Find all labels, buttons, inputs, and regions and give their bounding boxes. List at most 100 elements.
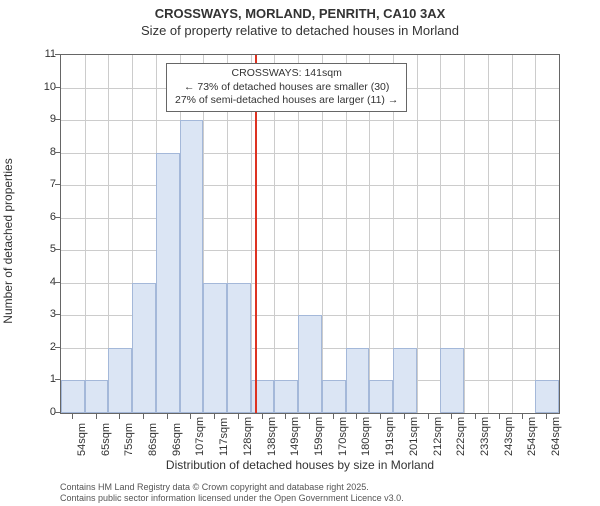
y-tick-label: 8 <box>16 146 56 158</box>
annotation-line: CROSSWAYS: 141sqm <box>175 67 398 81</box>
x-tick-label: 149sqm <box>289 417 301 456</box>
x-tick-label: 254sqm <box>526 417 538 456</box>
chart-plot-area: CROSSWAYS: 141sqm← 73% of detached house… <box>60 54 560 414</box>
grid-line-v <box>85 55 86 413</box>
x-tick-label: 107sqm <box>194 417 206 456</box>
x-tick-label: 180sqm <box>360 417 372 456</box>
histogram-bar <box>346 348 370 413</box>
x-tick-label: 86sqm <box>147 423 159 456</box>
histogram-bar <box>369 380 393 413</box>
y-tick-mark <box>55 282 60 283</box>
y-tick-label: 6 <box>16 211 56 223</box>
chart-footer: Contains HM Land Registry data © Crown c… <box>60 482 404 504</box>
histogram-bar <box>85 380 109 413</box>
grid-line-h <box>61 250 559 251</box>
grid-line-h <box>61 185 559 186</box>
grid-line-v <box>488 55 489 413</box>
y-tick-mark <box>55 379 60 380</box>
y-tick-label: 4 <box>16 276 56 288</box>
histogram-bar <box>440 348 464 413</box>
x-tick-label: 222sqm <box>455 417 467 456</box>
y-tick-label: 9 <box>16 113 56 125</box>
histogram-bar <box>227 283 251 413</box>
x-tick-mark <box>522 414 523 419</box>
footer-line1: Contains HM Land Registry data © Crown c… <box>60 482 404 493</box>
histogram-bar <box>251 380 275 413</box>
x-tick-mark <box>119 414 120 419</box>
y-axis-label: Number of detached properties <box>1 158 15 323</box>
histogram-bar <box>393 348 417 413</box>
grid-line-h <box>61 120 559 121</box>
x-tick-mark <box>380 414 381 419</box>
x-tick-mark <box>309 414 310 419</box>
grid-line-v <box>535 55 536 413</box>
x-tick-label: 75sqm <box>123 423 135 456</box>
y-tick-label: 3 <box>16 308 56 320</box>
x-tick-mark <box>285 414 286 419</box>
histogram-bar <box>298 315 322 413</box>
y-tick-mark <box>55 119 60 120</box>
histogram-bar <box>274 380 298 413</box>
x-tick-mark <box>333 414 334 419</box>
x-tick-label: 65sqm <box>100 423 112 456</box>
x-tick-label: 170sqm <box>337 417 349 456</box>
y-tick-mark <box>55 347 60 348</box>
y-tick-mark <box>55 314 60 315</box>
y-tick-mark <box>55 249 60 250</box>
x-tick-label: 117sqm <box>218 418 230 456</box>
histogram-bar <box>108 348 132 413</box>
x-tick-label: 96sqm <box>171 423 183 456</box>
chart-title-sub: Size of property relative to detached ho… <box>0 23 600 38</box>
x-tick-mark <box>190 414 191 419</box>
histogram-bar <box>61 380 85 413</box>
x-tick-label: 264sqm <box>550 417 562 456</box>
x-tick-label: 212sqm <box>432 417 444 456</box>
x-tick-label: 191sqm <box>384 417 396 456</box>
chart-title-main: CROSSWAYS, MORLAND, PENRITH, CA10 3AX <box>0 6 600 21</box>
histogram-bar <box>322 380 346 413</box>
y-tick-mark <box>55 54 60 55</box>
x-tick-mark <box>475 414 476 419</box>
y-tick-label: 0 <box>16 406 56 418</box>
y-tick-mark <box>55 412 60 413</box>
grid-line-v <box>464 55 465 413</box>
grid-line-h <box>61 153 559 154</box>
y-tick-label: 11 <box>16 48 56 60</box>
x-tick-mark <box>451 414 452 419</box>
x-tick-mark <box>96 414 97 419</box>
y-tick-label: 7 <box>16 178 56 190</box>
annotation-line: 27% of semi-detached houses are larger (… <box>175 94 398 108</box>
x-tick-mark <box>499 414 500 419</box>
annotation-box: CROSSWAYS: 141sqm← 73% of detached house… <box>166 63 407 112</box>
x-tick-label: 201sqm <box>408 417 420 456</box>
y-tick-mark <box>55 152 60 153</box>
x-tick-label: 54sqm <box>76 423 88 456</box>
x-tick-mark <box>214 414 215 419</box>
y-tick-mark <box>55 184 60 185</box>
histogram-bar <box>180 120 204 413</box>
x-tick-mark <box>238 414 239 419</box>
annotation-line: ← 73% of detached houses are smaller (30… <box>175 81 398 95</box>
x-tick-label: 128sqm <box>242 417 254 456</box>
y-tick-label: 5 <box>16 243 56 255</box>
grid-line-v <box>417 55 418 413</box>
x-axis-label: Distribution of detached houses by size … <box>0 458 600 472</box>
x-tick-mark <box>404 414 405 419</box>
histogram-bar <box>156 153 180 413</box>
histogram-bar <box>203 283 227 413</box>
footer-line2: Contains public sector information licen… <box>60 493 404 504</box>
histogram-bar <box>535 380 559 413</box>
y-tick-label: 2 <box>16 341 56 353</box>
grid-line-v <box>512 55 513 413</box>
x-tick-mark <box>262 414 263 419</box>
y-tick-mark <box>55 87 60 88</box>
y-tick-mark <box>55 217 60 218</box>
x-tick-mark <box>72 414 73 419</box>
x-tick-label: 138sqm <box>266 417 278 456</box>
grid-line-h <box>61 218 559 219</box>
x-tick-mark <box>428 414 429 419</box>
x-tick-mark <box>546 414 547 419</box>
x-tick-label: 159sqm <box>313 417 325 456</box>
histogram-bar <box>132 283 156 413</box>
y-tick-label: 1 <box>16 373 56 385</box>
